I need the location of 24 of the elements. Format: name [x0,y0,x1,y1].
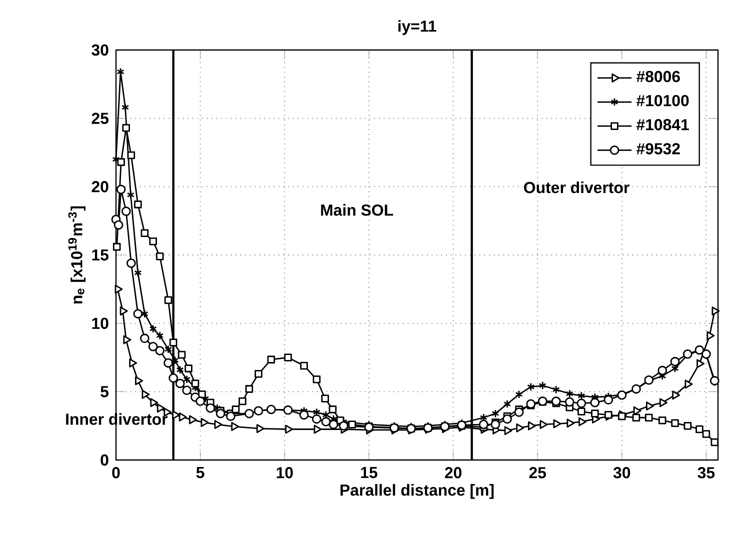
x-tick-label: 35 [698,467,715,478]
x-tick-label: 30 [613,467,630,478]
annotation: Main SOL [321,204,394,216]
y-tick-label: 10 [92,318,108,329]
x-tick-label: 0 [112,467,120,478]
x-tick-label: 10 [276,467,293,478]
y-tick-label: 20 [92,181,108,192]
legend-label: #9532 [636,143,680,154]
chart-title: iy=11 [398,20,436,35]
x-tick-label: 15 [361,467,378,478]
annotation: Outer divertor [524,181,630,194]
y-tick-label: 30 [92,44,108,56]
legend-label: #10100 [636,94,689,106]
y-tick-label: 5 [100,386,108,398]
x-axis-title: Parallel distance [m] [340,484,494,499]
y-tick-label: 15 [92,249,108,261]
legend-label: #10841 [636,119,689,130]
legend-label: #8006 [636,70,680,82]
y-tick-label: 0 [100,454,108,466]
x-tick-label: 5 [196,467,204,478]
y-axis-title: n$_{e}$ [x10$^{19}$m$^{-3}$] [68,206,86,304]
x-tick-label: 20 [444,467,462,478]
y-tick-label: 25 [92,112,108,124]
x-tick-label: 25 [529,467,546,478]
